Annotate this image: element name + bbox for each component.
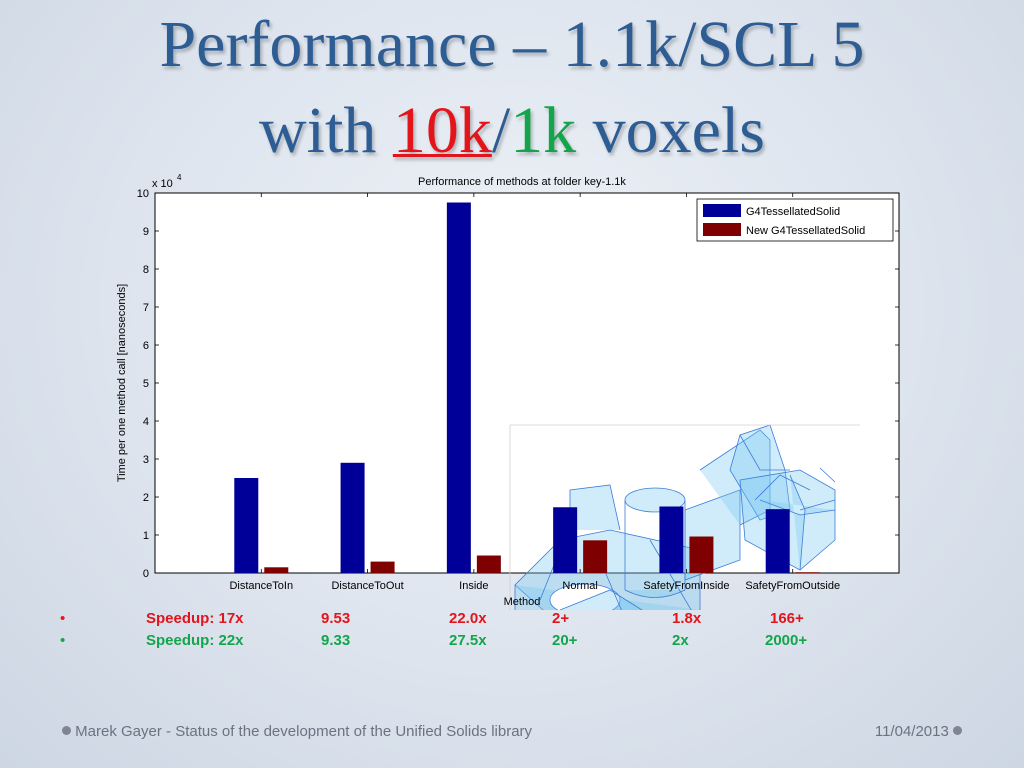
bar-original-Normal [553, 507, 578, 573]
y-tick-label: 8 [143, 264, 149, 276]
legend-swatch-series-1 [703, 204, 741, 217]
legend: G4TessellatedSolid New G4TessellatedSoli… [696, 198, 894, 242]
speedup-bullet: • [60, 632, 66, 649]
speedup-value: 2x [672, 632, 689, 649]
y-multiplier-exponent: 4 [177, 173, 182, 182]
y-axis-ticks: 0 1 2 3 4 5 6 7 8 9 10 [137, 188, 899, 580]
x-tick-label: SafetyFromOutside [745, 580, 840, 592]
speedup-label: Speedup: 17x [146, 610, 244, 627]
speedup-value: 20+ [552, 632, 578, 649]
speedup-value: 1.8x [672, 610, 702, 627]
title-prefix: with [258, 94, 393, 167]
footer-left-text: Marek Gayer - Status of the development … [75, 723, 533, 740]
bar-new-DistanceToOut [370, 561, 395, 573]
title-red-voxels: 10k [392, 94, 492, 167]
x-axis-label: Method [504, 596, 541, 608]
bar-original-SafetyFromOutside [765, 509, 790, 573]
y-tick-label: 2 [143, 492, 149, 504]
bar-new-Inside [476, 555, 501, 573]
x-tick-label: Normal [562, 580, 597, 592]
x-axis-ticks: DistanceToIn DistanceToOut Inside Normal Saf… [229, 193, 840, 592]
y-tick-label: 10 [137, 188, 149, 200]
footer-dot-icon [62, 726, 71, 735]
footer-date: 11/04/2013 [875, 723, 962, 743]
title-suffix: voxels [576, 94, 765, 167]
speedup-bullet: • [60, 610, 66, 627]
x-tick-label: Inside [459, 580, 488, 592]
title-slash: / [491, 94, 511, 167]
footer-dot-icon [953, 726, 962, 735]
slide-title-line2: with 10k/1k voxels [0, 98, 1024, 164]
speedup-value: 22.0x [449, 610, 487, 627]
bar-original-Inside [446, 202, 471, 573]
bar-new-SafetyFromOutside [795, 572, 820, 574]
footer-right-text: 11/04/2013 [874, 723, 949, 740]
y-multiplier: x 10 [152, 178, 173, 190]
slide-title-line1: Performance – 1.1k/SCL 5 [159, 8, 865, 81]
x-tick-label: DistanceToOut [331, 580, 403, 592]
speedup-value: 166+ [770, 610, 804, 627]
y-tick-label: 7 [143, 302, 149, 314]
legend-swatch-series-2 [703, 223, 741, 236]
speedup-value: 2+ [552, 610, 570, 627]
legend-label-series-1: G4TessellatedSolid [746, 206, 840, 218]
y-tick-label: 9 [143, 226, 149, 238]
chart-title: Performance of methods at folder key-1.1… [418, 176, 626, 188]
bar-new-SafetyFromInside [689, 536, 714, 573]
speedup-label: Speedup: 22x [146, 632, 244, 649]
bar-original-DistanceToIn [234, 478, 259, 573]
bar-original-SafetyFromInside [659, 506, 684, 573]
y-tick-label: 4 [143, 416, 149, 428]
title-green-voxels: 1k [510, 94, 577, 167]
bar-new-Normal [583, 540, 608, 573]
y-tick-label: 5 [143, 378, 149, 390]
footer-author: Marek Gayer - Status of the development … [62, 723, 532, 743]
bars-group [234, 202, 820, 574]
y-tick-label: 6 [143, 340, 149, 352]
speedup-value: 9.33 [321, 632, 351, 649]
tessellated-solid-wireframe [509, 424, 860, 610]
x-tick-label: SafetyFromInside [643, 580, 729, 592]
y-tick-label: 0 [143, 568, 149, 580]
bar-original-DistanceToOut [340, 462, 365, 573]
bar-new-DistanceToIn [264, 567, 289, 573]
y-tick-label: 1 [143, 530, 149, 542]
speedup-value: 27.5x [449, 632, 487, 649]
y-tick-label: 3 [143, 454, 149, 466]
x-tick-label: DistanceToIn [229, 580, 293, 592]
legend-label-series-2: New G4TessellatedSolid [746, 225, 865, 237]
y-axis-label: Time per one method call [nanoseconds] [116, 284, 128, 482]
speedup-value: 2000+ [765, 632, 808, 649]
bar-chart: 0 1 2 3 4 5 6 7 8 9 10 DistanceToIn DistanceToOut In… [116, 173, 900, 610]
speedup-value: 9.53 [321, 610, 351, 627]
